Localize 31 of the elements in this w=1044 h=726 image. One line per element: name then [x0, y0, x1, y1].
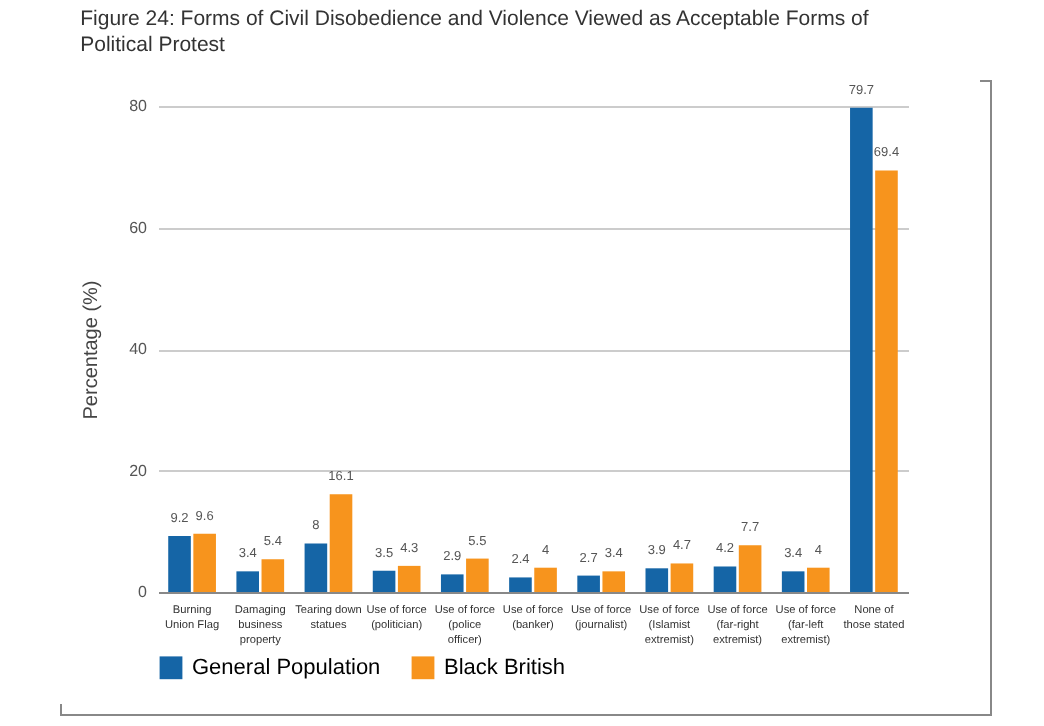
bar: [397, 565, 421, 592]
bar: [875, 170, 898, 592]
chart-title: Figure 24: Forms of Civil Disobedience and Violence Viewed as Acceptable Forms of Political Protest: [80, 6, 869, 57]
y-tick-label: 0: [138, 583, 149, 601]
bar: [372, 570, 396, 592]
y-tick-label: 60: [129, 218, 149, 237]
bar: [168, 536, 191, 592]
bar: [738, 545, 762, 592]
bar: [602, 571, 626, 592]
legend-label: Black British: [444, 655, 566, 680]
bar: [670, 563, 694, 592]
legend-label: General Population: [192, 655, 381, 680]
y-tick-label: 40: [129, 340, 149, 358]
bar: [534, 567, 557, 592]
y-axis-title: Percentage (%): [81, 280, 104, 420]
bar: [329, 494, 353, 592]
bar: [577, 575, 600, 592]
bar: [466, 558, 489, 592]
bar: [440, 574, 464, 592]
bar: [781, 571, 805, 592]
bar: [193, 533, 216, 592]
bar: [806, 567, 830, 592]
bar: [713, 566, 737, 592]
y-tick-label: 80: [129, 97, 149, 115]
y-tick-label: 20: [129, 461, 149, 480]
bar: [304, 543, 328, 592]
bar: [645, 568, 669, 592]
bar: [509, 577, 532, 592]
bar: [261, 559, 285, 592]
bar: [236, 571, 260, 592]
bar: [850, 107, 873, 592]
